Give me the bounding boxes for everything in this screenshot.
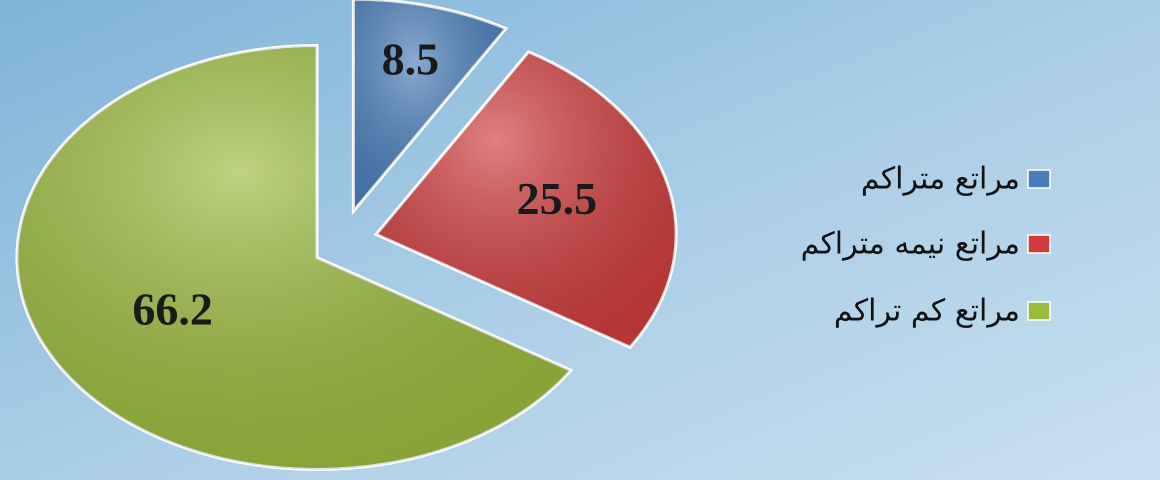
- slice-shine: [353, 0, 506, 212]
- legend-swatch: [1027, 234, 1051, 254]
- legend-label: مراتع متراکم: [861, 162, 1020, 197]
- data-label: 25.5: [517, 173, 598, 224]
- legend-swatch: [1027, 301, 1051, 321]
- legend-swatch: [1027, 169, 1051, 189]
- data-label: 8.5: [382, 33, 440, 84]
- legend-label: مراتع نیمه متراکم: [801, 227, 1020, 262]
- slice-shine: [376, 51, 677, 348]
- legend: مراتع متراکم مراتع نیمه متراکم مراتع کم تر…: [801, 162, 1051, 329]
- pie: 8.5 25.5 66.2: [15, 0, 678, 471]
- data-label: 66.2: [132, 283, 213, 334]
- slice-shine: [16, 45, 571, 470]
- legend-label: مراتع کم تراکم: [834, 294, 1020, 329]
